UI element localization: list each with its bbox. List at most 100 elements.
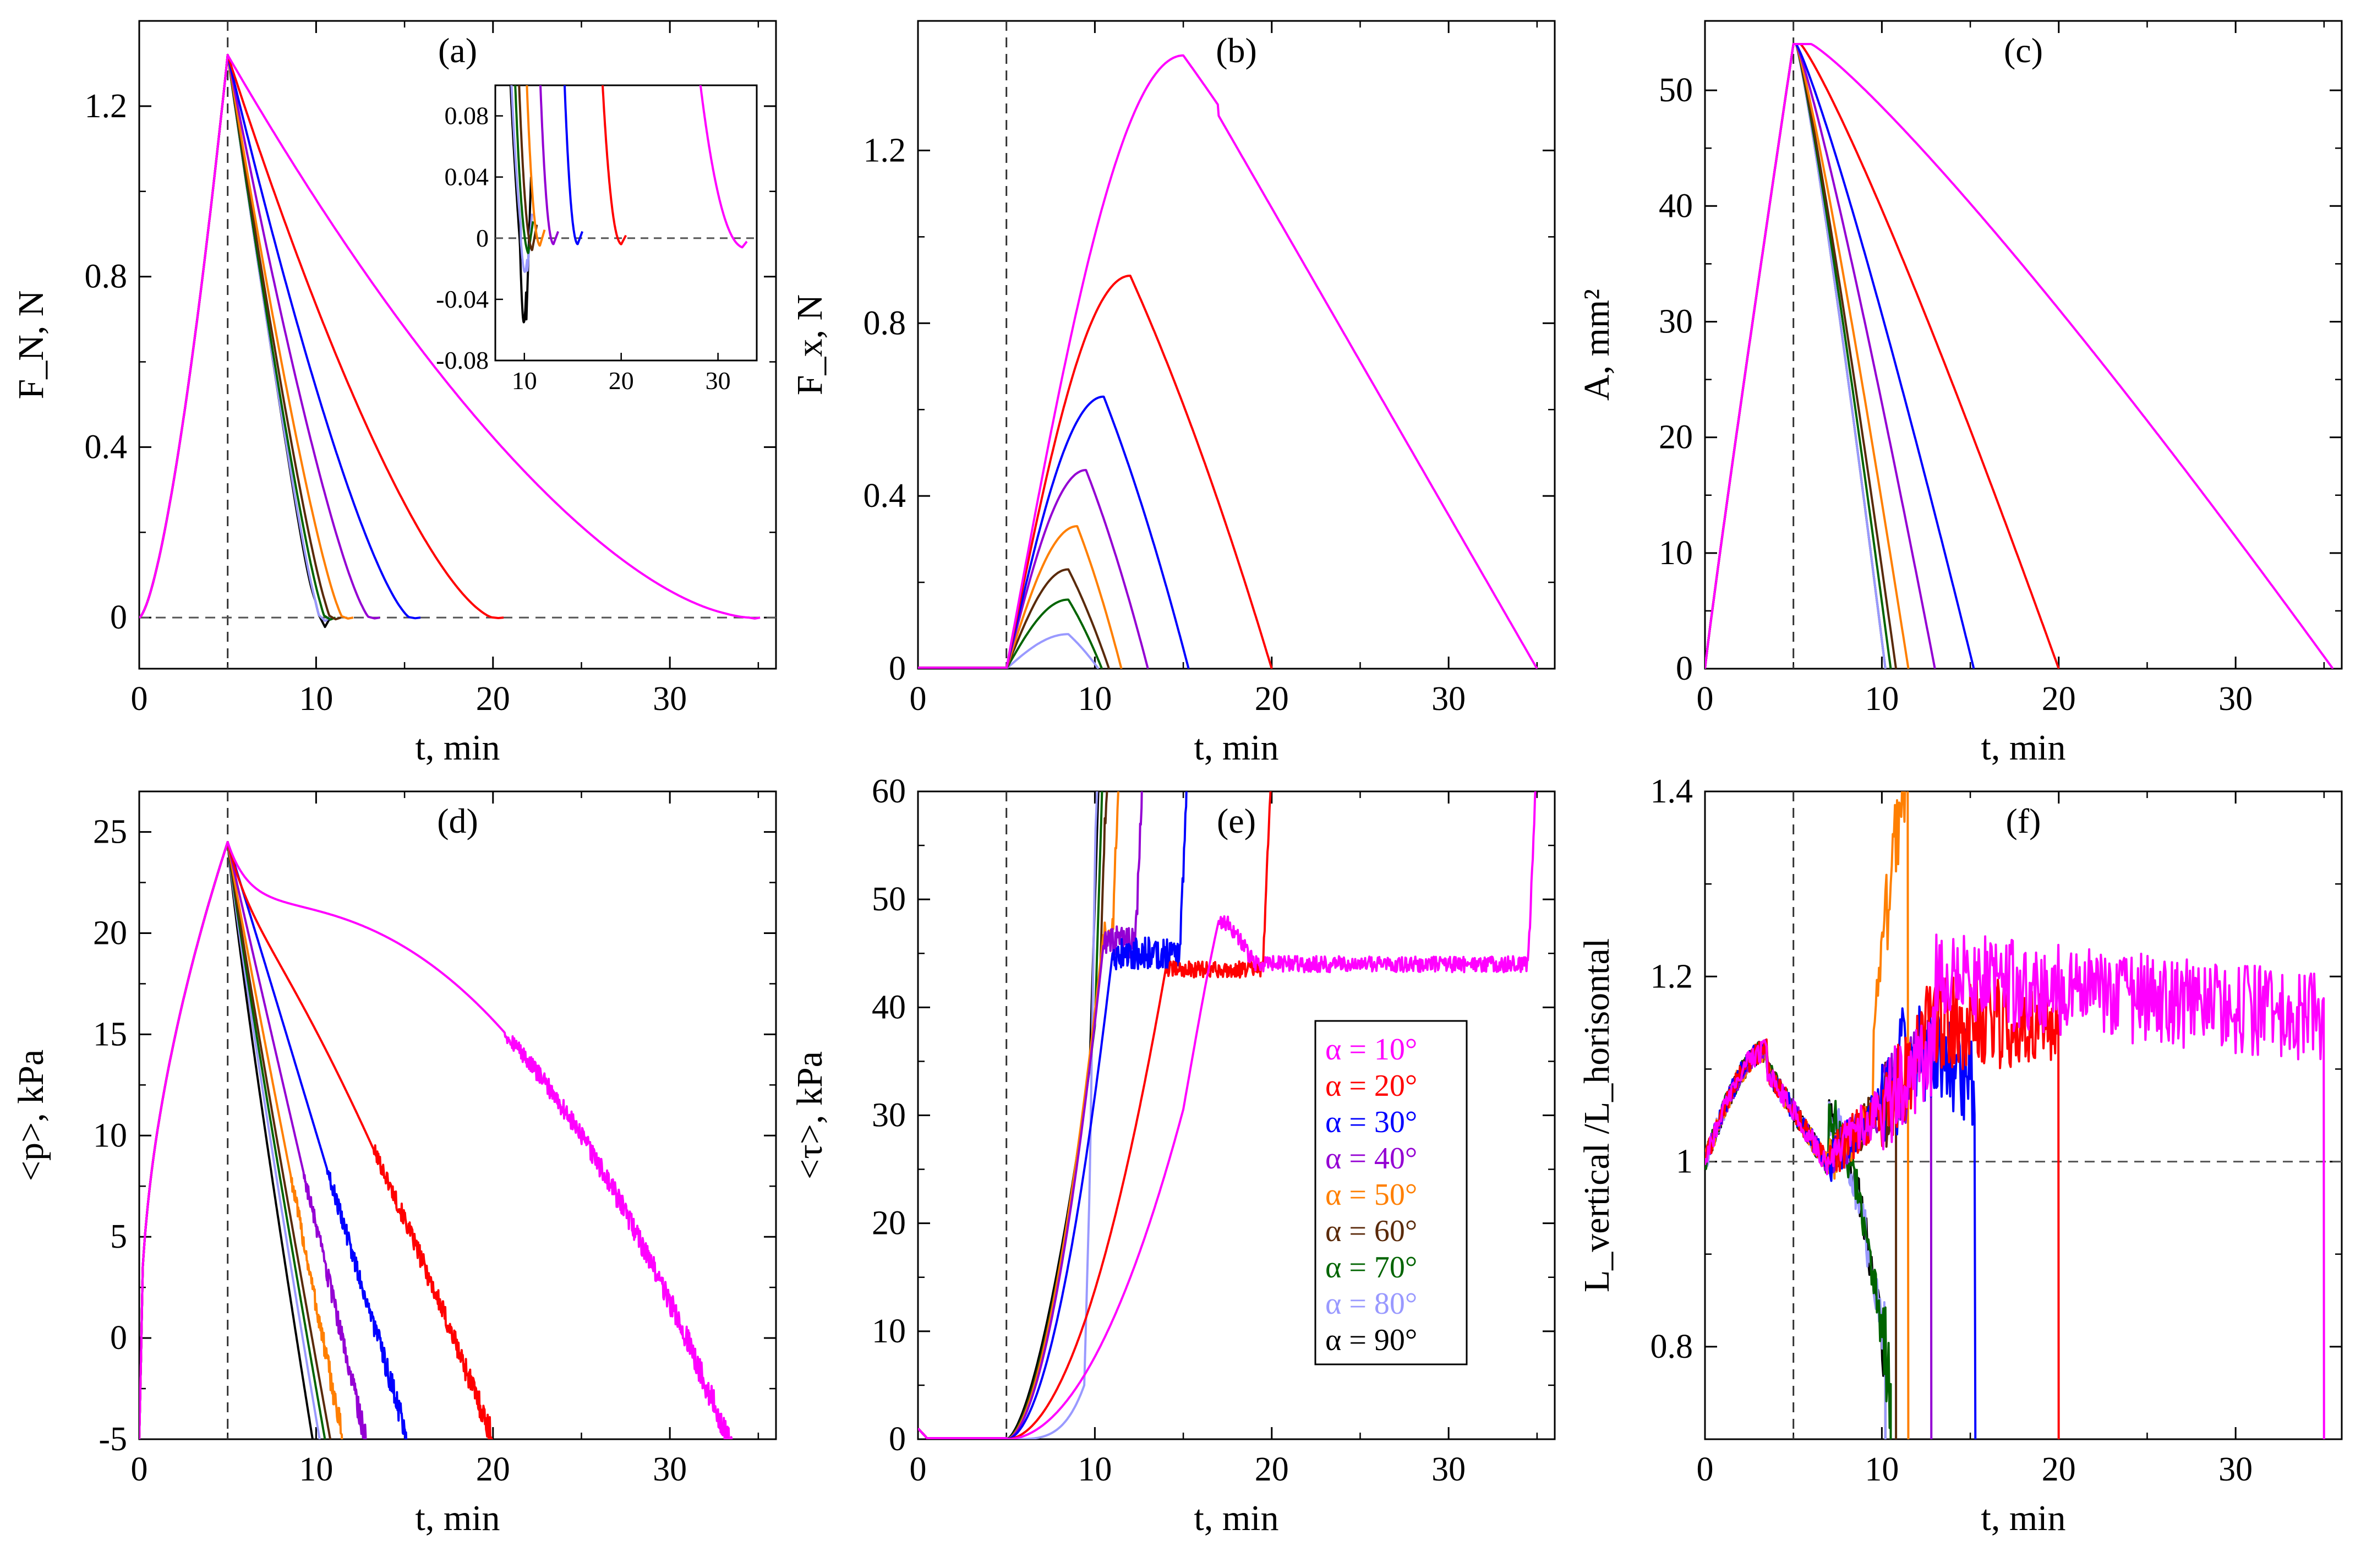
series-line-10 (139, 841, 733, 1439)
y-tick-label: 0 (889, 650, 906, 687)
series-line-70 (139, 53, 336, 621)
series-line-40 (139, 841, 367, 1439)
y-tick-label: 20 (872, 1205, 906, 1242)
series-line-70 (1705, 43, 1892, 669)
series-line-10 (139, 53, 761, 620)
y-tick-label: -5 (99, 1421, 127, 1458)
y-tick-label: 1 (1676, 1143, 1693, 1181)
x-axis-label: t, min (1981, 728, 2065, 768)
inset-x-tick-label: 20 (609, 367, 634, 395)
panel-label: (e) (1217, 801, 1256, 840)
series-line-40 (139, 53, 380, 620)
inset-series-line-80 (510, 85, 533, 273)
series-line-30 (918, 395, 1190, 669)
y-tick-label: 40 (872, 988, 906, 1026)
series-line-40 (1705, 43, 1936, 669)
legend-entry: α = 80° (1325, 1287, 1417, 1321)
y-tick-label: 25 (93, 813, 127, 851)
x-tick-label: 10 (299, 680, 333, 718)
legend-entry: α = 40° (1325, 1141, 1417, 1176)
x-tick-label: 30 (653, 680, 687, 718)
series-line-20 (918, 791, 1272, 1439)
plot-frame (1704, 790, 2343, 1440)
panel-label: (d) (437, 801, 478, 840)
inset-y-tick-label: 0.08 (445, 102, 489, 130)
x-tick-label: 0 (1697, 680, 1714, 718)
series-line-20 (918, 275, 1273, 669)
series-line-10 (918, 54, 1538, 669)
y-tick-label: 40 (1659, 187, 1693, 225)
series-line-60 (1705, 43, 1898, 669)
legend-entry: α = 60° (1325, 1214, 1417, 1248)
x-tick-label: 20 (1255, 1451, 1289, 1488)
x-tick-label: 20 (2042, 680, 2076, 718)
x-tick-label: 30 (2218, 1451, 2253, 1488)
series-line-50 (1705, 791, 1910, 1439)
y-tick-label: 0.4 (863, 477, 906, 515)
x-axis-label: t, min (1194, 728, 1278, 768)
legend: α = 10°α = 20°α = 30°α = 40°α = 50°α = 6… (1314, 1020, 1468, 1365)
x-tick-label: 30 (2218, 680, 2253, 718)
legend-entry: α = 30° (1325, 1105, 1417, 1139)
plot-frame (917, 20, 1556, 670)
plot-frame (138, 790, 777, 1440)
y-tick-label: 0.8 (85, 258, 128, 296)
y-tick-label: 0 (110, 599, 127, 636)
panel-label: (a) (438, 31, 477, 70)
series-line-90 (918, 791, 1100, 1439)
legend-entry: α = 50° (1325, 1178, 1417, 1212)
series-line-10 (1705, 933, 2325, 1439)
series-line-70 (918, 791, 1103, 1439)
y-tick-label: 20 (1659, 419, 1693, 456)
inset-x-tick-label: 30 (706, 367, 731, 395)
x-tick-label: 0 (910, 680, 927, 718)
y-tick-label: 0.4 (85, 428, 128, 466)
plot-frame (138, 20, 777, 670)
panel-f: 0 10 20 30 0.8 1 1.2 1.4 t, min L_vertical /L_hor… (1577, 773, 2343, 1538)
legend-entry: α = 90° (1325, 1323, 1417, 1357)
series-line-60 (139, 53, 342, 621)
x-axis-label: t, min (1194, 1498, 1278, 1538)
x-tick-label: 20 (2042, 1451, 2076, 1488)
legend-entry: α = 20° (1325, 1069, 1417, 1103)
inset-series-line-20 (602, 85, 627, 245)
panel-label: (f) (2006, 801, 2041, 840)
x-tick-label: 20 (476, 1451, 510, 1488)
y-tick-label: 30 (872, 1097, 906, 1134)
x-tick-label: 0 (910, 1451, 927, 1488)
inset-series-line-30 (563, 85, 584, 245)
y-tick-label: 0 (110, 1319, 127, 1357)
x-tick-label: 30 (1431, 1451, 1466, 1488)
legend-entry: α = 70° (1325, 1250, 1417, 1285)
y-tick-label: 50 (1659, 72, 1693, 109)
series-line-30 (139, 53, 421, 620)
y-axis-label: A, mm² (1577, 289, 1617, 401)
inset-y-tick-label: -0.08 (436, 346, 489, 374)
y-tick-label: 0 (889, 1421, 906, 1458)
x-tick-label: 0 (131, 680, 148, 718)
inset-frame (494, 84, 758, 362)
x-tick-label: 20 (476, 680, 510, 718)
inset-series-line-60 (518, 85, 538, 252)
inset-plot: 10 20 30 -0.08 -0.04 0 0.04 0.08 (436, 84, 758, 395)
y-tick-label: 60 (872, 773, 906, 810)
x-tick-label: 10 (1865, 1451, 1899, 1488)
series-line-40 (918, 791, 1143, 1439)
inset-series-line-40 (539, 85, 560, 245)
series-line-90 (139, 841, 314, 1439)
y-axis-label: <τ>, kPa (790, 1051, 830, 1179)
series-line-10 (918, 791, 1537, 1439)
series-line-30 (918, 791, 1188, 1439)
inset-y-tick-label: 0.04 (445, 163, 489, 191)
y-tick-label: 20 (93, 914, 127, 952)
series-line-60 (139, 841, 332, 1439)
panel-e: 0 10 20 30 0 10 20 30 40 50 60 t, min <τ>, kPa (e) α =… (790, 773, 1556, 1538)
y-tick-label: 0.8 (1650, 1328, 1693, 1365)
series-line-50 (139, 53, 354, 620)
y-tick-label: 1.2 (1650, 958, 1693, 995)
series-line-30 (1705, 1005, 1977, 1439)
x-tick-label: 20 (1255, 680, 1289, 718)
y-tick-label: 5 (110, 1218, 127, 1255)
